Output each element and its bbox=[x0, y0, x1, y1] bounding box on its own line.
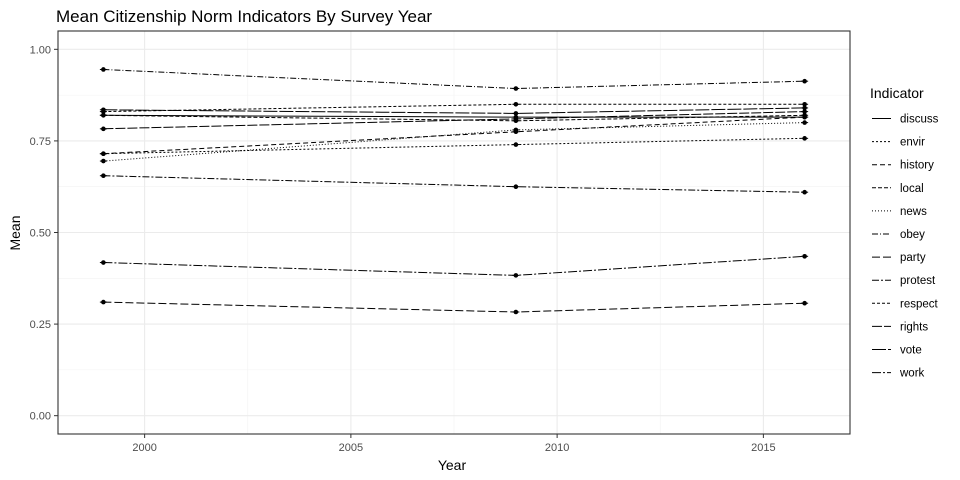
series-line-history bbox=[103, 116, 805, 155]
legend: discuss envir history local news obey party pro… bbox=[872, 114, 939, 380]
y-tick-label: 1.00 bbox=[30, 44, 51, 56]
data-point-local bbox=[101, 112, 106, 118]
legend-label-work: work bbox=[899, 368, 925, 380]
data-point-news bbox=[513, 127, 519, 133]
legend-label-respect: respect bbox=[900, 298, 939, 310]
data-point-obey bbox=[802, 78, 807, 84]
data-point-work bbox=[101, 260, 106, 265]
y-tick-label: 0.25 bbox=[30, 319, 51, 331]
series-group bbox=[99, 67, 809, 315]
data-point-local bbox=[802, 112, 807, 118]
data-point-party bbox=[513, 309, 519, 315]
data-point-respect bbox=[513, 101, 519, 107]
data-point-rights bbox=[101, 126, 106, 132]
x-axis-title: Year bbox=[438, 457, 467, 473]
data-point-respect bbox=[802, 101, 807, 107]
x-tick-label: 2010 bbox=[545, 442, 569, 454]
series-line-news bbox=[103, 122, 805, 162]
legend-label-history: history bbox=[900, 160, 934, 172]
data-point-work bbox=[802, 254, 807, 259]
grid bbox=[58, 31, 850, 434]
data-point-protest bbox=[101, 173, 106, 179]
data-point-party bbox=[101, 299, 106, 305]
data-point-vote bbox=[513, 111, 519, 116]
legend-label-local: local bbox=[900, 183, 924, 195]
y-tick-label: 0.00 bbox=[30, 411, 51, 423]
data-point-vote bbox=[802, 105, 807, 111]
legend-label-party: party bbox=[900, 252, 926, 264]
data-point-protest bbox=[802, 189, 807, 195]
y-tick-label: 0.75 bbox=[30, 136, 51, 148]
data-point-party bbox=[802, 300, 807, 306]
data-point-obey bbox=[101, 67, 106, 72]
legend-label-protest: protest bbox=[900, 275, 936, 287]
data-point-vote bbox=[101, 107, 106, 113]
axis-ticks: 2000 2005 2010 2015 0.00 0.25 0.50 0.75 1.00 bbox=[30, 44, 776, 454]
legend-label-vote: vote bbox=[900, 345, 922, 357]
data-point-envir bbox=[802, 136, 807, 141]
data-point-protest bbox=[513, 184, 519, 190]
legend-label-rights: rights bbox=[900, 321, 928, 333]
data-point-rights bbox=[802, 109, 807, 114]
x-tick-label: 2000 bbox=[132, 442, 156, 454]
legend-label-envir: envir bbox=[900, 137, 925, 149]
data-point-work bbox=[513, 273, 519, 278]
legend-label-news: news bbox=[900, 206, 927, 218]
data-point-history bbox=[101, 151, 106, 157]
legend-title: Indicator bbox=[870, 85, 924, 101]
x-tick-label: 2015 bbox=[751, 442, 775, 454]
plot-panel-border bbox=[57, 30, 851, 435]
data-point-news bbox=[802, 120, 807, 125]
legend-label-discuss: discuss bbox=[900, 114, 939, 126]
data-point-news bbox=[101, 158, 106, 164]
legend-label-obey: obey bbox=[900, 229, 925, 241]
y-tick-label: 0.50 bbox=[30, 228, 51, 240]
chart-title: Mean Citizenship Norm Indicators By Surv… bbox=[56, 7, 432, 26]
data-point-obey bbox=[513, 86, 519, 91]
y-axis-title: Mean bbox=[7, 215, 23, 250]
data-point-envir bbox=[513, 142, 519, 147]
x-tick-label: 2005 bbox=[339, 442, 363, 454]
data-point-rights bbox=[513, 116, 519, 122]
